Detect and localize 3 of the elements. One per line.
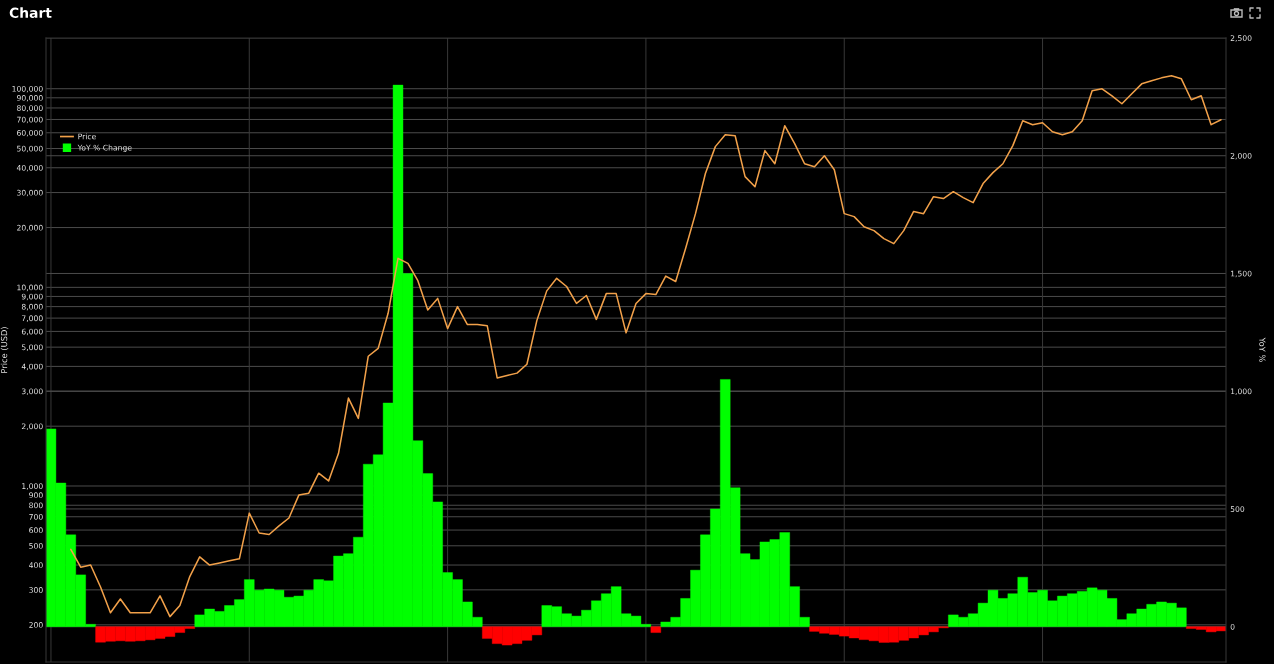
y-axis-title: Price (USD): [0, 327, 9, 373]
chart-title: Chart: [9, 7, 52, 19]
y2-axis-title: YoY %: [1259, 337, 1266, 362]
